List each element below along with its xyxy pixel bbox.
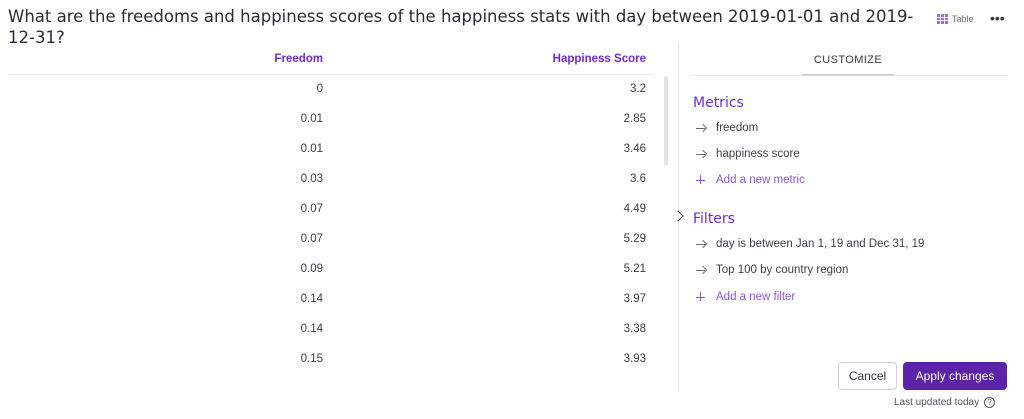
- filter-item-top-100[interactable]: Top 100 by country region: [696, 264, 848, 276]
- cell-happiness-score: 3.46: [623, 143, 646, 155]
- cell-freedom: 0.07: [300, 233, 323, 245]
- metrics-section-title: Metrics: [693, 95, 744, 111]
- arrow-right-icon: [696, 265, 706, 275]
- cell-happiness-score: 5.29: [623, 233, 646, 245]
- column-header-happiness-score[interactable]: Happiness Score: [552, 53, 646, 65]
- last-updated: Last updated today ?: [894, 397, 996, 408]
- apply-changes-button[interactable]: Apply changes: [903, 362, 1007, 390]
- filters-section-title: Filters: [693, 211, 735, 227]
- cell-freedom: 0.14: [300, 323, 323, 335]
- metric-label: happiness score: [716, 148, 800, 160]
- cell-happiness-score: 4.49: [623, 203, 646, 215]
- panel-divider: [678, 44, 679, 390]
- cell-freedom: 0: [316, 83, 323, 95]
- table-row: 0.07 5.29: [8, 225, 654, 255]
- table-header: Freedom Happiness Score: [8, 44, 654, 75]
- table-row: 0.07 4.49: [8, 195, 654, 225]
- arrow-right-icon: [696, 149, 706, 159]
- plus-icon: [696, 175, 706, 185]
- more-horizontal-icon[interactable]: •••: [990, 10, 1005, 26]
- last-updated-text: Last updated today: [894, 397, 980, 408]
- plus-icon: [696, 292, 706, 302]
- cell-happiness-score: 2.85: [623, 113, 646, 125]
- table-row: 0.14 3.38: [8, 315, 654, 345]
- table-scrollbar[interactable]: [664, 76, 668, 166]
- table-grid-icon: [937, 14, 948, 24]
- chevron-right-icon[interactable]: [672, 210, 684, 222]
- cell-freedom: 0.07: [300, 203, 323, 215]
- filter-label: Top 100 by country region: [716, 264, 849, 276]
- view-toggle-label: Table: [952, 14, 974, 24]
- metric-item-freedom[interactable]: freedom: [696, 122, 758, 134]
- cancel-button[interactable]: Cancel: [838, 362, 897, 390]
- filter-label: day is between Jan 1, 19 and Dec 31, 19: [716, 238, 925, 250]
- table-row: 0.15 3.93: [8, 345, 654, 375]
- table-row: 0.03 3.6: [8, 165, 654, 195]
- cell-happiness-score: 3.38: [623, 323, 646, 335]
- add-metric-button[interactable]: Add a new metric: [696, 174, 805, 186]
- add-filter-label: Add a new filter: [716, 291, 796, 303]
- arrow-right-icon: [696, 239, 706, 249]
- cell-happiness-score: 3.2: [630, 83, 646, 95]
- cell-happiness-score: 3.6: [630, 173, 646, 185]
- add-filter-button[interactable]: Add a new filter: [696, 291, 795, 303]
- cell-happiness-score: 3.97: [623, 293, 646, 305]
- cell-happiness-score: 5.21: [623, 263, 646, 275]
- add-metric-label: Add a new metric: [716, 174, 805, 186]
- tab-customize[interactable]: CUSTOMIZE: [813, 54, 883, 66]
- table-row: 0 3.2: [8, 75, 654, 105]
- view-toggle-table[interactable]: Table: [937, 14, 974, 24]
- cell-happiness-score: 3.93: [623, 353, 646, 365]
- cell-freedom: 0.09: [300, 263, 323, 275]
- cell-freedom: 0.01: [300, 143, 323, 155]
- metric-label: freedom: [716, 122, 759, 134]
- table-row: 0.09 5.21: [8, 255, 654, 285]
- arrow-right-icon: [696, 123, 706, 133]
- help-icon[interactable]: ?: [984, 397, 996, 408]
- metric-item-happiness-score[interactable]: happiness score: [696, 148, 800, 160]
- cell-freedom: 0.01: [300, 113, 323, 125]
- page-title: What are the freedoms and happiness scor…: [8, 7, 914, 47]
- results-table: Freedom Happiness Score 0 3.2 0.01 2.85 …: [8, 44, 656, 389]
- table-row: 0.01 2.85: [8, 105, 654, 135]
- tab-active-indicator: [802, 74, 894, 76]
- cell-freedom: 0.14: [300, 293, 323, 305]
- cell-freedom: 0.15: [300, 353, 323, 365]
- table-row: 0.14 3.97: [8, 285, 654, 315]
- filter-item-day[interactable]: day is between Jan 1, 19 and Dec 31, 19: [696, 238, 924, 250]
- cell-freedom: 0.03: [300, 173, 323, 185]
- column-header-freedom[interactable]: Freedom: [274, 53, 323, 65]
- table-row: 0.01 3.46: [8, 135, 654, 165]
